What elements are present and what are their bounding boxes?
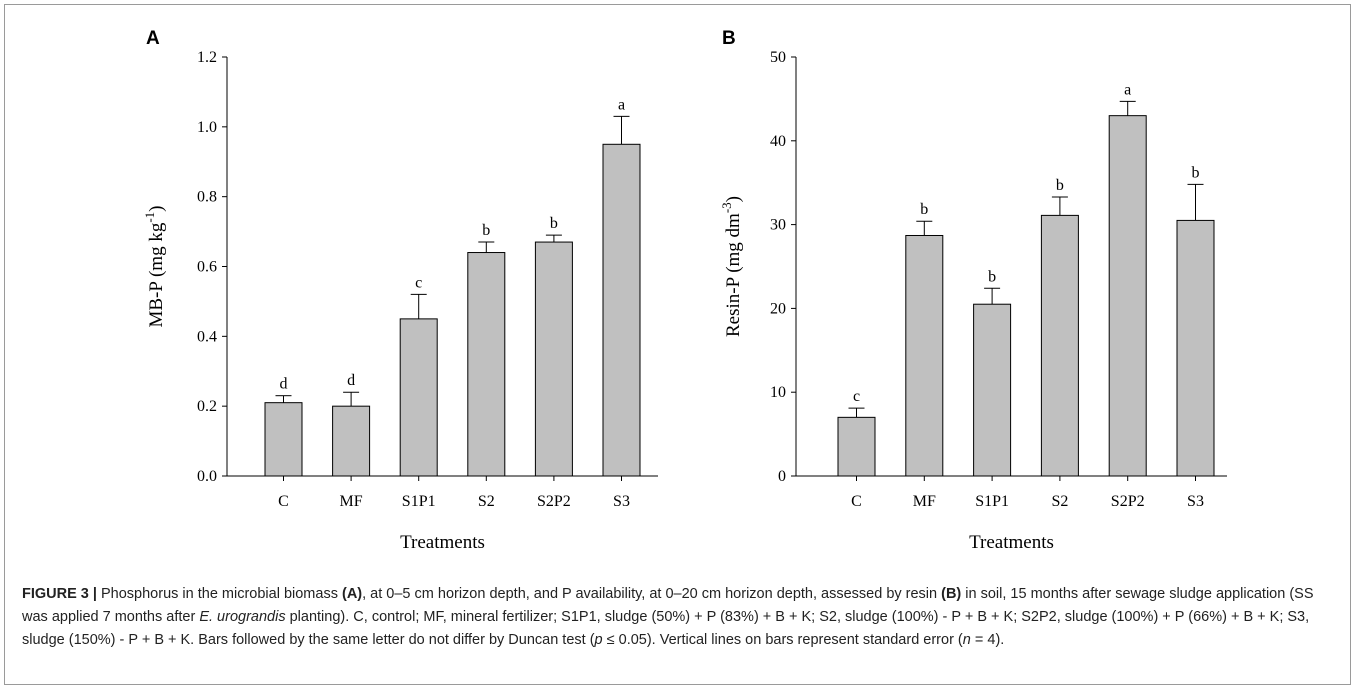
significance-letter: c [853,388,860,405]
significance-letter: b [920,201,928,218]
caption-p-variable: p [594,632,603,648]
caption-n-variable: n [962,632,971,648]
panel-letter: A [146,28,160,49]
y-axis-label-main: MB-P (mg kg [146,222,167,327]
bar [399,318,438,477]
bar [602,143,641,477]
y-tick-label: 0.4 [197,328,217,345]
y-tick-label: 50 [770,49,786,66]
bar [837,416,876,477]
significance-letter: a [618,96,625,113]
x-tick-label: C [851,493,862,510]
y-tick-label: 1.0 [197,119,217,136]
caption-species: E. urograndis [199,609,286,625]
caption-text-2: , at 0–5 cm horizon depth, and P availab… [362,586,942,602]
x-tick-label: S3 [613,493,630,510]
caption-text-6: = 4). [970,632,1005,648]
bar [467,252,506,477]
panel-letter: B [722,28,736,49]
y-tick-label: 0.0 [197,468,217,485]
caption-text-5: ≤ 0.05). Vertical lines on bars represen… [602,632,963,648]
y-axis-label-superscript: -1 [142,212,157,223]
significance-letter: b [988,268,996,285]
y-tick-label: 0.8 [197,189,217,206]
y-axis-label-end: ) [146,205,167,211]
x-tick-label: S1P1 [402,493,436,510]
significance-letter: b [550,215,558,232]
y-tick-label: 1.2 [197,49,217,66]
y-tick-label: 0.6 [197,259,217,276]
y-axis-label: Resin-P (mg dm-3) [719,196,744,337]
figure-frame [4,4,1351,685]
figure-caption: FIGURE 3 | Phosphorus in the microbial b… [22,583,1340,652]
y-tick-label: 0.2 [197,398,217,415]
caption-text-1: Phosphorus in the microbial biomass [96,586,342,602]
y-tick-label: 10 [770,384,786,401]
y-axis-label-superscript: -3 [719,202,734,213]
bar [332,405,371,477]
bar [1040,214,1079,477]
x-tick-label: MF [913,493,936,510]
bar [1176,219,1215,477]
y-tick-label: 20 [770,300,786,317]
significance-letter: b [1192,164,1200,181]
x-axis-label: Treatments [969,532,1054,553]
figure-charts: A 0.0 0.2 0.4 0.6 0.8 1.0 1.2 d Cd MF c S1P1 b S2 b S2P2… [142,28,1227,553]
caption-panel-a-ref: (A) [341,586,363,602]
x-tick-label: S2P2 [537,493,571,510]
y-axis-label-main: Resin-P (mg dm [723,213,744,337]
x-tick-label: S1P1 [975,493,1009,510]
x-tick-label: C [278,493,289,510]
y-tick-label: 0 [778,468,786,485]
x-tick-label: S2 [478,493,495,510]
significance-letter: b [1056,177,1064,194]
significance-letter: c [415,274,422,291]
x-tick-label: S3 [1187,493,1204,510]
panel-a-chart: A 0.0 0.2 0.4 0.6 0.8 1.0 1.2 d Cd MF c S1P1 b S2 b S2P2… [142,28,658,553]
panel-b-chart: B 0 10 20 30 40 50 c Cb MF b S1P1 b S2 a S2P2 b S3 Resin-P… [719,28,1227,553]
caption-panel-b-ref: (B) [941,586,962,602]
caption-label: FIGURE 3 | [22,586,97,602]
y-tick-label: 30 [770,217,786,234]
x-tick-label: S2P2 [1111,493,1145,510]
bar [1108,115,1147,477]
significance-letter: d [347,372,355,389]
y-tick-label: 40 [770,133,786,150]
bar [973,303,1012,477]
bar [905,234,944,477]
significance-letter: a [1124,81,1131,98]
significance-letter: d [280,376,288,393]
caption-text-4: planting). C, control; MF, mineral ferti… [22,609,1310,648]
x-tick-label: MF [340,493,363,510]
x-tick-label: S2 [1051,493,1068,510]
bar [264,402,303,477]
x-axis-label: Treatments [400,532,485,553]
bar [534,241,573,477]
significance-letter: b [482,222,490,239]
y-axis-label: MB-P (mg kg-1) [142,205,167,327]
caption-text-3: in soil, 15 months after sewage sludge a… [22,586,1314,625]
y-axis-label-end: ) [723,196,744,202]
